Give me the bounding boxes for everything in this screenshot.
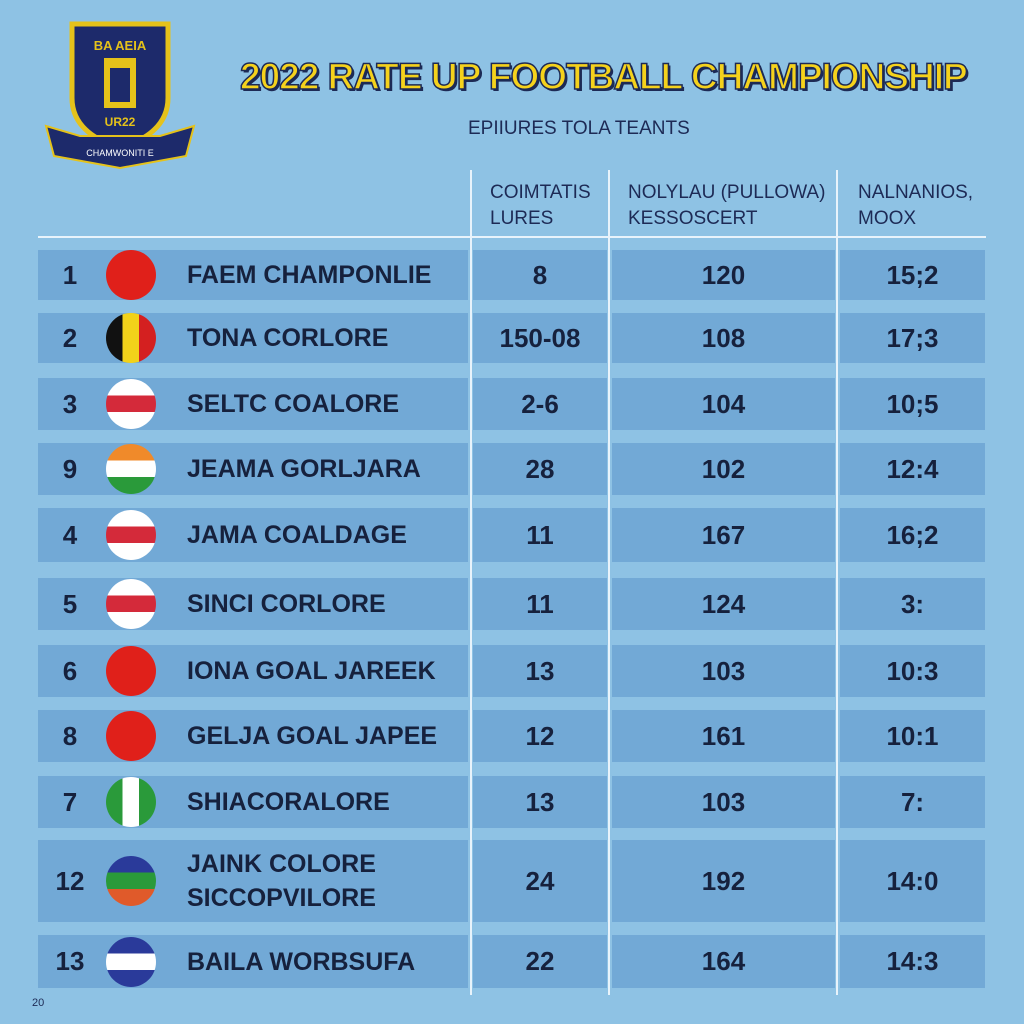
title: 2022 RATE UP FOOTBALL CHAMPIONSHIP [239, 55, 968, 98]
stat-cell: 167 [612, 508, 835, 562]
rank: 6 [62, 655, 78, 686]
stat-cell: 192 [612, 840, 835, 922]
page-number: 20 [32, 997, 45, 1009]
rank: 13 [55, 946, 85, 976]
team-name: JAINK COLORE SICCOPVILORE [187, 850, 376, 912]
team-name: FAEM CHAMPONLIE [187, 261, 432, 289]
flag [106, 777, 156, 827]
stat-cell: 12 [473, 710, 607, 762]
stat-cell: 150-08 [473, 313, 607, 363]
flag [106, 250, 156, 300]
column-header: COIMTATIS LURES [490, 182, 591, 229]
stat-cell: 7: [840, 776, 985, 828]
stat-cell: 10;5 [840, 378, 985, 430]
column-rule [836, 170, 838, 995]
flag [106, 379, 156, 429]
stat-cell: 8 [473, 250, 607, 300]
stat-cell: 2-6 [473, 378, 607, 430]
flag [106, 646, 156, 696]
column-header: NOLYLAU (PULLOWA) KESSOSCERT [628, 182, 826, 229]
flag [106, 510, 156, 560]
stat-cell: 108 [612, 313, 835, 363]
logo-ribbon: CHAMWONITI E [86, 148, 154, 158]
stat-cell: 28 [473, 443, 607, 495]
column-rule [608, 170, 610, 995]
stat-cell: 3: [840, 578, 985, 630]
stat-cell: 10:1 [840, 710, 985, 762]
stat-cell: 161 [612, 710, 835, 762]
rank: 9 [62, 453, 78, 484]
stat-cell: 103 [612, 645, 835, 697]
team-name: GELJA GOAL JAPEE [187, 722, 438, 750]
team-name: SELTC COALORE [187, 390, 400, 418]
team-name: JAMA COALDAGE [187, 521, 407, 549]
stat-cell: 104 [612, 378, 835, 430]
stat-cell: 14:3 [840, 935, 985, 988]
rank: 8 [62, 720, 78, 751]
stat-cell: 10:3 [840, 645, 985, 697]
stat-cell: 13 [473, 645, 607, 697]
team-name: JEAMA GORLJARA [187, 455, 421, 483]
flag [106, 711, 156, 761]
logo-year: UR22 [105, 115, 136, 129]
team-name: BAILA WORBSUFA [187, 947, 416, 976]
subtitle: EPIIURES TOLA TEANTS [468, 118, 690, 139]
stat-cell: 17;3 [840, 313, 985, 363]
flag [106, 936, 156, 987]
rank: 3 [62, 388, 78, 419]
stat-cell: 12:4 [840, 443, 985, 495]
team-name: TONA CORLORE [187, 324, 389, 352]
stat-cell: 102 [612, 443, 835, 495]
stat-cell: 164 [612, 935, 835, 988]
rank: 4 [62, 519, 78, 550]
stat-cell: 124 [612, 578, 835, 630]
column-header: NALNANIOS, MOOX [858, 182, 974, 229]
stat-cell: 103 [612, 776, 835, 828]
team-name: IONA GOAL JAREEK [187, 657, 436, 685]
stat-cell: 16;2 [840, 508, 985, 562]
rank: 1 [62, 259, 78, 290]
stat-cell: 22 [473, 935, 607, 988]
team-name: SHIACORALORE [187, 788, 390, 816]
flag [106, 313, 156, 363]
stat-cell: 11 [473, 508, 607, 562]
flag [106, 444, 156, 494]
team-name: SINCI CORLORE [187, 590, 386, 618]
stat-cell: 14:0 [840, 840, 985, 922]
stat-cell: 24 [473, 840, 607, 922]
rank: 12 [55, 865, 85, 896]
rank: 7 [62, 786, 78, 817]
flag [106, 856, 156, 906]
rank: 2 [62, 322, 78, 353]
stat-cell: 15;2 [840, 250, 985, 300]
stat-cell: 11 [473, 578, 607, 630]
stat-cell: 120 [612, 250, 835, 300]
rank: 5 [62, 588, 78, 619]
stat-cell: 13 [473, 776, 607, 828]
logo: BA AEIA UR22 CHAMWONITI E [44, 21, 196, 170]
column-rule [470, 170, 472, 995]
flag [106, 579, 156, 629]
logo-top: BA AEIA [94, 38, 147, 53]
header-rule [38, 236, 986, 238]
